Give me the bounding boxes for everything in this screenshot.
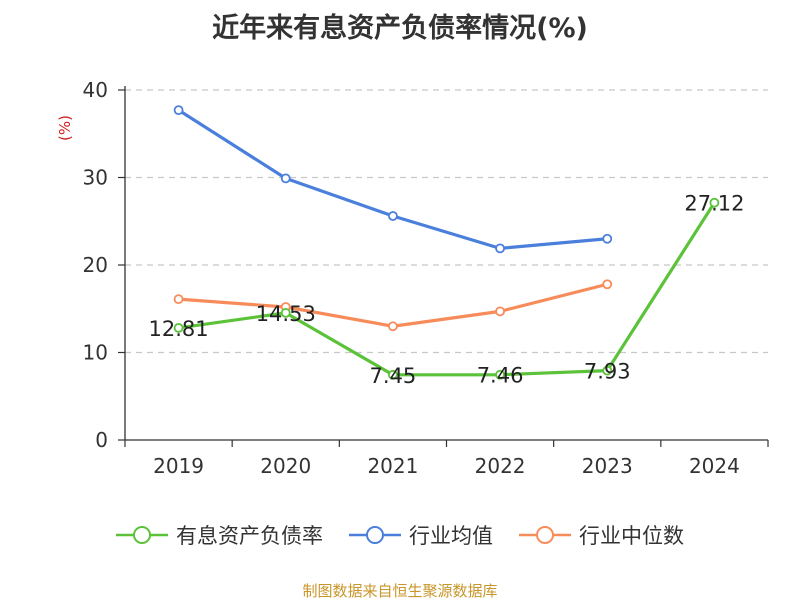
legend-label: 行业均值 xyxy=(409,524,493,548)
data-point xyxy=(388,211,398,221)
data-point xyxy=(280,307,291,318)
x-tick-label: 2023 xyxy=(582,454,633,478)
data-point xyxy=(495,243,505,254)
data-label: 27.12 xyxy=(684,192,744,216)
x-tick-label: 2022 xyxy=(475,454,526,478)
y-tick-label: 30 xyxy=(83,166,108,190)
legend-marker-icon xyxy=(116,526,168,544)
data-label: 7.45 xyxy=(370,364,417,388)
source-note: 制图数据来自恒生聚源数据库 xyxy=(302,582,498,600)
data-label: 7.93 xyxy=(584,360,631,384)
data-point xyxy=(602,365,613,376)
y-tick-label: 20 xyxy=(83,253,108,277)
line-chart: 0 10 20 30 40 (%) 2019 2020 2021 2022 2023 2024 12.8… xyxy=(56,78,769,478)
data-point xyxy=(495,306,505,317)
y-tick-label: 10 xyxy=(83,341,108,365)
data-point xyxy=(280,173,291,184)
data-point xyxy=(495,369,505,380)
data-point xyxy=(602,233,613,244)
data-point xyxy=(173,323,184,333)
data-point xyxy=(388,321,398,332)
series-line xyxy=(177,108,608,250)
data-label: 14.53 xyxy=(256,302,316,326)
x-tick-label: 2020 xyxy=(260,454,311,478)
legend-marker-icon xyxy=(349,526,401,544)
y-axis-label: (%) xyxy=(56,115,74,141)
legend-marker-icon xyxy=(519,526,571,544)
y-tick-label: 0 xyxy=(95,428,108,452)
x-tick-label: 2019 xyxy=(153,454,204,478)
legend-label: 行业中位数 xyxy=(579,524,684,548)
x-tick-label: 2024 xyxy=(689,454,740,478)
legend-item[interactable]: 有息资产负债率 xyxy=(116,520,323,550)
chart-title: 近年来有息资产负债率情况(%) xyxy=(212,13,588,44)
series-line xyxy=(178,201,716,377)
y-tick-label: 40 xyxy=(83,78,108,102)
x-tick-label: 2021 xyxy=(367,454,418,478)
legend: 有息资产负债率 行业均值 行业中位数 xyxy=(0,520,800,550)
data-point xyxy=(388,369,398,380)
legend-label: 有息资产负债率 xyxy=(176,524,323,548)
legend-item[interactable]: 行业中位数 xyxy=(519,520,684,550)
data-point xyxy=(709,197,720,208)
data-point xyxy=(173,294,184,305)
data-label: 12.81 xyxy=(149,317,209,341)
data-point xyxy=(173,105,184,116)
legend-item[interactable]: 行业均值 xyxy=(349,520,493,550)
data-point xyxy=(602,279,613,290)
data-label: 7.46 xyxy=(477,364,524,388)
